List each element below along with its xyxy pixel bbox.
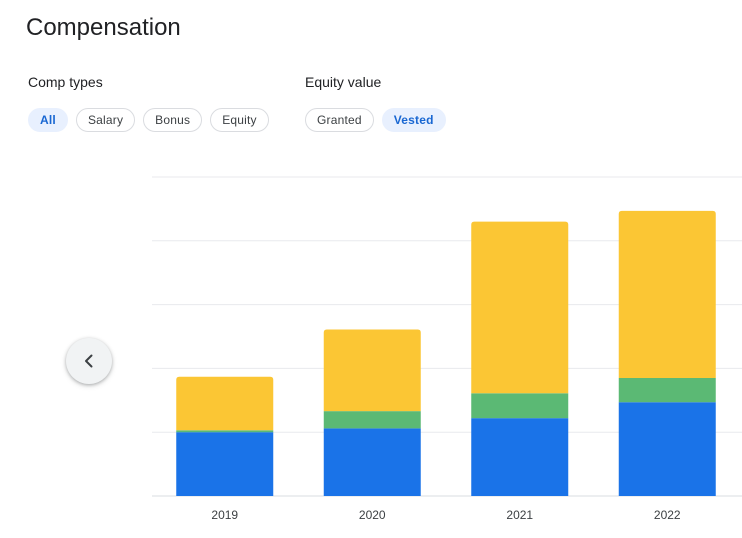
chip-granted[interactable]: Granted (305, 108, 374, 132)
bar-equity-2019 (176, 376, 274, 431)
x-tick-label-2022: 2022 (654, 508, 681, 522)
page-title: Compensation (26, 14, 181, 41)
chip-salary[interactable]: Salary (75, 108, 136, 132)
bar-bonus-2020 (323, 411, 421, 429)
previous-button[interactable] (66, 338, 112, 384)
bar-bonus-2022 (618, 377, 716, 403)
bar-salary-2022 (618, 402, 716, 496)
chip-bonus[interactable]: Bonus (143, 108, 203, 132)
comp-types-label: Comp types (28, 74, 103, 90)
chip-equity[interactable]: Equity (210, 108, 269, 132)
chevron-left-icon (85, 354, 93, 368)
bar-salary-2020 (323, 428, 421, 496)
bar-equity-2022 (618, 210, 716, 378)
bar-salary-2021 (471, 418, 569, 496)
equity-value-chips: Granted Vested (305, 108, 446, 132)
bar-bonus-2021 (471, 393, 569, 419)
bar-salary-2019 (176, 432, 274, 496)
comp-types-chips: All Salary Bonus Equity (28, 108, 269, 132)
x-tick-label-2019: 2019 (211, 508, 238, 522)
x-tick-label-2020: 2020 (359, 508, 386, 522)
bar-equity-2020 (323, 329, 421, 412)
chip-vested[interactable]: Vested (381, 108, 446, 132)
bar-bonus-2019 (176, 430, 274, 433)
x-tick-label-2021: 2021 (506, 508, 533, 522)
bar-equity-2021 (471, 221, 569, 394)
equity-value-label: Equity value (305, 74, 382, 90)
chip-all[interactable]: All (28, 108, 68, 132)
